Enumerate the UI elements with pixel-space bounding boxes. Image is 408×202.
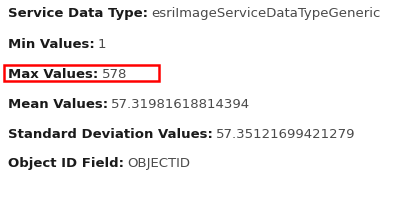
Text: Object ID Field:: Object ID Field: [8, 157, 124, 170]
Text: 1: 1 [98, 37, 106, 50]
Text: esriImageServiceDataTypeGeneric: esriImageServiceDataTypeGeneric [151, 7, 381, 20]
Text: Mean Values:: Mean Values: [8, 97, 108, 110]
Text: Max Values:: Max Values: [8, 67, 98, 80]
Text: 578: 578 [102, 67, 127, 80]
Text: Min Values:: Min Values: [8, 37, 95, 50]
Text: Service Data Type:: Service Data Type: [8, 7, 148, 20]
Text: 57.35121699421279: 57.35121699421279 [216, 127, 356, 140]
Text: Standard Deviation Values:: Standard Deviation Values: [8, 127, 213, 140]
Text: OBJECTID: OBJECTID [127, 157, 190, 170]
Text: 57.31981618814394: 57.31981618814394 [111, 97, 251, 110]
Bar [4, 66, 159, 82]
